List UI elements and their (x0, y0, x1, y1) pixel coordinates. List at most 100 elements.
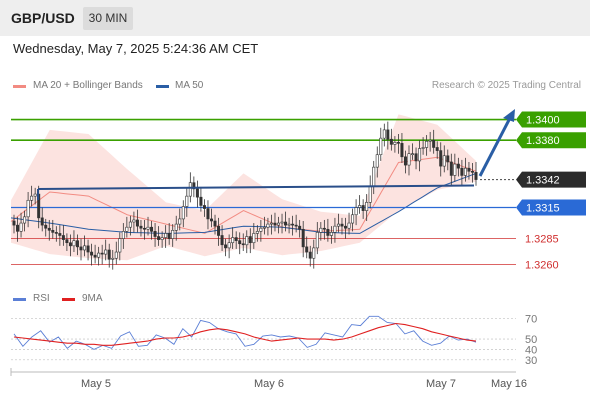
candle-body (354, 207, 358, 216)
candle-body (456, 163, 460, 169)
candle-body (111, 257, 115, 260)
candle-body (118, 238, 122, 253)
candle-body (326, 228, 330, 236)
candle-body (386, 129, 390, 140)
candle-body (453, 163, 457, 176)
candle-body (16, 224, 20, 232)
candle-body (195, 188, 199, 198)
candle-body (93, 254, 97, 258)
candle-body (333, 225, 337, 233)
candle-body (291, 223, 295, 226)
timeframe-button[interactable]: 30 MIN (83, 7, 133, 30)
rsi-series-RSI (13, 315, 477, 350)
candle-body (351, 214, 355, 224)
ma9-legend-swatch (62, 298, 75, 301)
candle-body (329, 232, 333, 236)
candle-body (72, 240, 76, 247)
candle-body (51, 230, 55, 233)
candle-body (33, 193, 37, 197)
candle-body (206, 208, 210, 220)
candle-body (319, 227, 323, 233)
candle-body (107, 249, 111, 260)
level-tag-1.3400 (516, 111, 586, 128)
candle-body (128, 221, 132, 228)
candle-body (347, 222, 351, 229)
candle-body (23, 216, 27, 224)
candle-body (425, 140, 429, 148)
rsi-legend-swatch (13, 298, 26, 301)
candle-body (30, 195, 34, 201)
candle-body (79, 246, 83, 251)
chart-datetime: Wednesday, May 7, 2025 5:24:36 AM CET (13, 41, 259, 56)
candle-body (252, 233, 256, 244)
candle-body (389, 138, 393, 145)
candle-body (142, 227, 146, 230)
candle-body (442, 155, 446, 167)
candle-body (139, 225, 143, 229)
candle-body (470, 170, 474, 173)
level-label-1.3342: 1.3342 (526, 175, 560, 187)
level-label-1.3380: 1.3380 (526, 135, 560, 147)
candle-body (361, 205, 365, 211)
candle-body (12, 220, 16, 226)
candle-body (407, 153, 411, 166)
candle-body (68, 242, 72, 247)
candle-body (305, 246, 309, 253)
rsi-legend-label: RSI (33, 293, 50, 304)
candle-body (58, 233, 62, 236)
candle-body (146, 226, 150, 230)
x-tick-label-1: May 6 (254, 378, 284, 390)
candle-body (467, 167, 471, 172)
candle-body (375, 154, 379, 168)
candle-body (432, 139, 436, 148)
candle-body (403, 156, 407, 166)
candle-body (308, 251, 312, 259)
candle-body (202, 205, 206, 209)
ma50-legend-label: MA 50 (175, 80, 204, 91)
candle-body (135, 219, 139, 227)
ma50-line (10, 172, 477, 234)
candle-body (439, 150, 443, 167)
rsi-tick-40: 40 (525, 344, 537, 356)
candle-body (224, 244, 228, 249)
candle-body (382, 129, 386, 139)
rsi-tick-30: 30 (525, 355, 537, 367)
ma50-legend-swatch (156, 85, 169, 88)
candle-body (312, 247, 316, 259)
candle-body (160, 237, 164, 240)
candle-body (26, 199, 30, 218)
candle-body (83, 245, 87, 251)
candle-body (301, 228, 305, 248)
candle-body (181, 206, 185, 220)
candle-body (463, 167, 467, 176)
candle-body (104, 249, 108, 255)
candle-body (100, 252, 104, 255)
candle-body (47, 227, 51, 231)
candle-body (414, 153, 418, 162)
candle-body (125, 226, 129, 232)
candle-body (428, 139, 432, 142)
candle-body (19, 222, 23, 232)
candle-body (322, 227, 326, 230)
candle-body (411, 153, 415, 155)
projection-arrow (478, 117, 512, 177)
candle-body (298, 225, 302, 230)
candle-body (44, 224, 48, 229)
level-tag-1.3315 (516, 199, 586, 216)
candle-body (344, 225, 348, 229)
rsi-series-9MA (13, 322, 477, 346)
level-label-1.3315: 1.3315 (526, 203, 560, 215)
candle-body (114, 251, 118, 259)
candle-body (393, 142, 397, 145)
candle-body (238, 240, 242, 245)
candle-body (188, 182, 192, 197)
x-tick-label-2: May 7 (426, 378, 456, 390)
candle-body (213, 220, 217, 227)
level-label-1.3400: 1.3400 (526, 115, 560, 127)
candle-body (248, 236, 252, 244)
candle-body (266, 223, 270, 228)
candle-body (220, 235, 224, 246)
candle-body (400, 143, 404, 158)
candle-body (259, 227, 263, 232)
